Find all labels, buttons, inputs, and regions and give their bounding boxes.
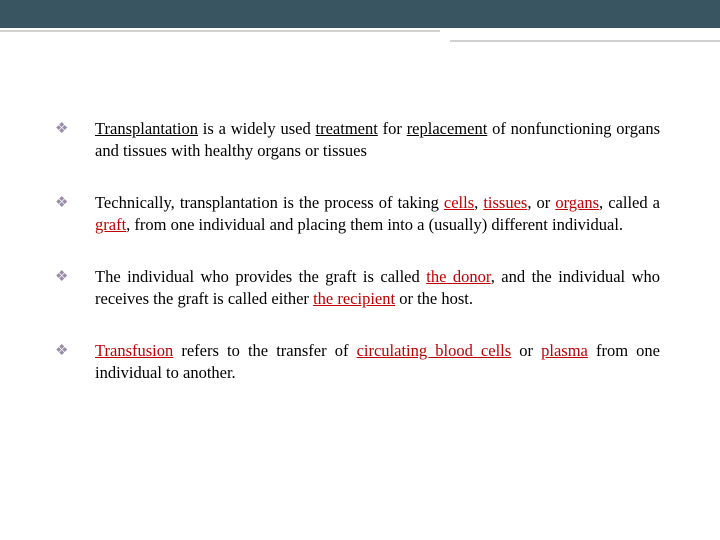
text-segment: treatment [316, 119, 378, 138]
text-segment: replacement [407, 119, 488, 138]
bullet-text: Transplantation is a widely used treatme… [95, 118, 660, 162]
bullet-text: The individual who provides the graft is… [95, 266, 660, 310]
diamond-bullet-icon: ❖ [55, 266, 95, 288]
diamond-bullet-icon: ❖ [55, 340, 95, 362]
bullet-item: ❖Transfusion refers to the transfer of c… [55, 340, 660, 384]
text-segment: Transfusion [95, 341, 173, 360]
text-segment: refers to the transfer of [173, 341, 356, 360]
text-segment: tissues [483, 193, 527, 212]
text-segment: Technically, transplantation is the proc… [95, 193, 444, 212]
bullet-text: Technically, transplantation is the proc… [95, 192, 660, 236]
text-segment: the recipient [313, 289, 395, 308]
bullet-item: ❖Technically, transplantation is the pro… [55, 192, 660, 236]
header-bar [0, 0, 720, 28]
bullet-item: ❖Transplantation is a widely used treatm… [55, 118, 660, 162]
text-segment: , [474, 193, 483, 212]
diamond-bullet-icon: ❖ [55, 118, 95, 140]
diamond-bullet-icon: ❖ [55, 192, 95, 214]
text-segment: or the host. [395, 289, 473, 308]
text-segment: is a widely used [198, 119, 316, 138]
text-segment: , called a [599, 193, 660, 212]
text-segment: , from one individual and placing them i… [126, 215, 623, 234]
bullet-text: Transfusion refers to the transfer of ci… [95, 340, 660, 384]
text-segment: The individual who provides the graft is… [95, 267, 426, 286]
text-segment: Transplantation [95, 119, 198, 138]
slide-content: ❖Transplantation is a widely used treatm… [55, 118, 660, 414]
header-line-left [0, 30, 440, 32]
bullet-item: ❖The individual who provides the graft i… [55, 266, 660, 310]
text-segment: circulating blood cells [357, 341, 512, 360]
text-segment: organs [555, 193, 599, 212]
text-segment: for [378, 119, 407, 138]
text-segment: the donor [426, 267, 490, 286]
text-segment: or [511, 341, 541, 360]
text-segment: , or [527, 193, 555, 212]
header-line-right [450, 40, 720, 42]
text-segment: graft [95, 215, 126, 234]
text-segment: plasma [541, 341, 588, 360]
text-segment: cells [444, 193, 474, 212]
